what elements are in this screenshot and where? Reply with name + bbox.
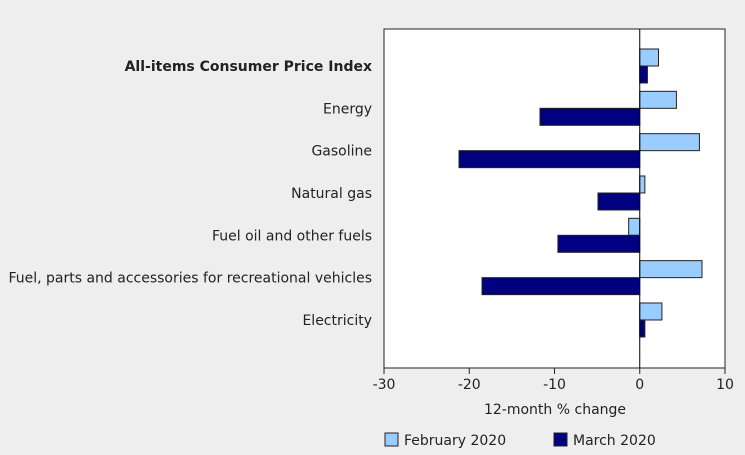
bar-february-2020-all-items-consumer-price-index[interactable] <box>639 48 660 67</box>
bar-february-2020-energy[interactable] <box>639 90 677 109</box>
x-tick-label: -20 <box>458 377 481 393</box>
plot-area <box>383 28 726 369</box>
bar-march-2020-fuel-oil-and-other-fuels[interactable] <box>557 234 641 253</box>
bar-february-2020-electricity[interactable] <box>639 302 663 321</box>
bar-february-2020-gasoline[interactable] <box>639 133 700 152</box>
category-label-electricity: Electricity <box>302 313 372 329</box>
bar-march-2020-electricity[interactable] <box>639 319 646 338</box>
legend[interactable]: February 2020 March 2020 <box>384 432 656 449</box>
x-tick-label: -10 <box>543 377 566 393</box>
bar-february-2020-fuel-oil-and-other-fuels[interactable] <box>628 217 641 236</box>
bar-february-2020-fuel-parts-and-accessories-for-recreational-vehicles[interactable] <box>639 260 703 279</box>
category-label-gasoline: Gasoline <box>311 144 372 160</box>
bar-march-2020-fuel-parts-and-accessories-for-recreational-vehicles[interactable] <box>481 277 641 296</box>
category-labels: All-items Consumer Price Index Energy Gaso… <box>8 59 372 329</box>
bar-march-2020-natural-gas[interactable] <box>597 192 641 211</box>
legend-label-march-2020: March 2020 <box>573 433 656 449</box>
category-label-fuel-parts-and-accessories-for-recreational-vehicles: Fuel, parts and accessories for recreati… <box>8 271 372 287</box>
bar-march-2020-all-items-consumer-price-index[interactable] <box>639 65 648 84</box>
category-label-fuel-oil-and-other-fuels: Fuel oil and other fuels <box>212 228 372 244</box>
x-tick-label: 10 <box>716 377 734 393</box>
x-tick-label: 0 <box>635 377 644 393</box>
category-label-energy: Energy <box>323 101 372 117</box>
category-label-all-items-consumer-price-index: All-items Consumer Price Index <box>125 59 372 75</box>
x-axis-ticks: -30 -20 -10 0 10 <box>373 368 734 393</box>
bar-march-2020-gasoline[interactable] <box>458 150 641 169</box>
bar-march-2020-energy[interactable] <box>539 107 641 126</box>
legend-label-february-2020: February 2020 <box>404 433 506 449</box>
x-tick-label: -30 <box>373 377 396 393</box>
legend-swatch-february-2020 <box>384 432 399 447</box>
x-axis-title: 12-month % change <box>484 402 626 418</box>
bar-february-2020-natural-gas[interactable] <box>639 175 646 194</box>
legend-swatch-march-2020 <box>553 432 568 447</box>
category-label-natural-gas: Natural gas <box>291 186 372 202</box>
